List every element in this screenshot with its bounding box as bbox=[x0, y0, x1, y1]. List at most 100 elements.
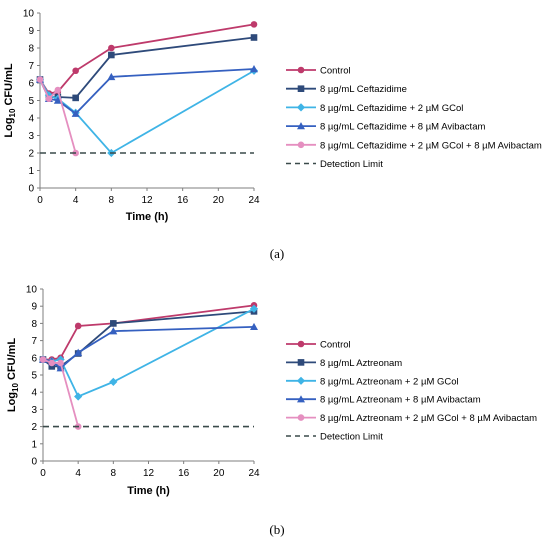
legend-label: 8 µg/mL Aztreonam bbox=[320, 358, 402, 369]
data-point bbox=[250, 65, 258, 73]
legend-entry: 8 µg/mL Aztreonam bbox=[286, 358, 402, 369]
y-axis-label-unit: CFU/mL bbox=[6, 338, 18, 384]
data-point bbox=[74, 392, 83, 401]
data-point bbox=[107, 72, 116, 81]
legend-marker bbox=[297, 122, 305, 130]
data-point bbox=[71, 109, 80, 117]
legend-marker bbox=[297, 66, 305, 74]
legend-label: 8 µg/mL Ceftazidime bbox=[320, 84, 407, 95]
legend-label: Control bbox=[320, 66, 351, 77]
y-tick-label: 9 bbox=[28, 26, 34, 37]
series-line bbox=[42, 307, 255, 398]
legend-marker bbox=[297, 85, 305, 92]
y-tick-label: 8 bbox=[28, 44, 34, 55]
legend-entry: 8 µg/mL Ceftazidime + 8 µM Avibactam bbox=[286, 122, 485, 133]
y-tick-label: 0 bbox=[28, 184, 34, 195]
y-tick-label: 4 bbox=[31, 388, 37, 399]
legend-entry: 8 µg/mL Aztreonam + 2 µM GCol bbox=[286, 376, 459, 387]
y-tick-label: 7 bbox=[31, 336, 37, 347]
y-tick-label: 4 bbox=[28, 114, 34, 125]
legend-label: 8 µg/mL Aztreonam + 2 µM GCol bbox=[320, 376, 459, 387]
y-tick-label: 6 bbox=[31, 353, 37, 364]
data-point bbox=[108, 51, 115, 59]
y-axis-label-unit: CFU/mL bbox=[3, 63, 15, 109]
y-tick-label: 6 bbox=[28, 79, 34, 90]
legend-entry: 8 µg/mL Ceftazidime + 2 µM GCol bbox=[286, 103, 463, 114]
legend-label: 8 µg/mL Aztreonam + 2 µM GCol + 8 µM Avi… bbox=[320, 413, 537, 424]
series-line bbox=[39, 79, 77, 154]
data-point bbox=[110, 320, 117, 327]
x-tick-label: 8 bbox=[109, 195, 115, 206]
x-tick-label: 24 bbox=[248, 468, 260, 479]
x-axis-label: Time (h) bbox=[126, 211, 169, 223]
series-line bbox=[39, 23, 255, 95]
series-line bbox=[39, 69, 255, 155]
legend-entry: 8 µg/mL Aztreonam + 8 µM Avibactam bbox=[286, 395, 481, 406]
data-point bbox=[45, 95, 53, 103]
x-tick-label: 12 bbox=[143, 468, 155, 479]
data-point bbox=[109, 327, 118, 335]
legend-entry: Control bbox=[286, 66, 351, 77]
y-tick-label: 5 bbox=[31, 371, 37, 382]
legend-entry: 8 µg/mL Ceftazidime + 2 µM GCol + 8 µM A… bbox=[286, 140, 542, 151]
y-tick-label: 9 bbox=[31, 302, 37, 313]
data-point bbox=[72, 67, 79, 75]
data-point bbox=[250, 34, 258, 41]
legend-label: 8 µg/mL Ceftazidime + 2 µM GCol bbox=[320, 103, 463, 114]
y-axis-label-subscript: 10 bbox=[8, 108, 17, 117]
data-point bbox=[74, 322, 82, 330]
y-tick-label: 1 bbox=[31, 439, 37, 450]
data-point bbox=[48, 363, 56, 370]
y-tick-label: 2 bbox=[31, 422, 37, 433]
data-point bbox=[53, 96, 62, 104]
y-tick-label: 1 bbox=[28, 166, 34, 177]
legend-label: 8 µg/mL Aztreonam + 8 µM Avibactam bbox=[320, 395, 481, 406]
series-4 bbox=[36, 65, 258, 117]
y-axis-label-main: Log bbox=[3, 117, 15, 137]
x-tick-label: 16 bbox=[177, 195, 189, 206]
x-tick-label: 0 bbox=[40, 468, 46, 479]
data-point bbox=[48, 359, 56, 367]
series-3 bbox=[35, 66, 259, 158]
series-5 bbox=[39, 356, 82, 430]
data-point bbox=[250, 322, 258, 331]
series-5 bbox=[36, 76, 79, 157]
legend-entry: 8 µg/mL Ceftazidime bbox=[286, 84, 407, 95]
data-point bbox=[57, 359, 64, 367]
legend-marker bbox=[296, 376, 306, 385]
y-axis-label-main: Log bbox=[6, 392, 18, 412]
legend-entry: Detection Limit bbox=[286, 159, 383, 170]
panel-label: (b) bbox=[269, 522, 284, 537]
panel-label: (a) bbox=[270, 246, 284, 261]
y-axis-label: Log10 CFU/mL bbox=[6, 338, 20, 413]
series-line bbox=[42, 358, 80, 427]
data-point bbox=[72, 94, 79, 102]
y-tick-label: 10 bbox=[23, 9, 35, 20]
y-tick-label: 3 bbox=[28, 131, 34, 142]
y-tick-label: 5 bbox=[28, 96, 34, 107]
legend-entry: 8 µg/mL Aztreonam + 2 µM GCol + 8 µM Avi… bbox=[286, 413, 537, 424]
legend-marker bbox=[297, 340, 305, 348]
series-line bbox=[42, 310, 255, 368]
y-tick-label: 7 bbox=[28, 61, 34, 72]
series-1 bbox=[36, 21, 258, 97]
series-2 bbox=[39, 308, 258, 370]
y-axis-label: Log10 CFU/mL bbox=[3, 63, 17, 138]
x-tick-label: 4 bbox=[75, 468, 81, 479]
y-tick-label: 10 bbox=[26, 285, 38, 296]
data-point bbox=[109, 377, 118, 386]
data-point bbox=[39, 356, 47, 363]
y-tick-label: 0 bbox=[31, 457, 37, 468]
x-tick-label: 4 bbox=[73, 195, 79, 206]
data-point bbox=[36, 76, 44, 83]
x-tick-label: 0 bbox=[37, 195, 43, 206]
y-axis-label-subscript: 10 bbox=[11, 383, 20, 392]
data-point bbox=[250, 21, 258, 28]
legend-label: Control bbox=[320, 340, 351, 351]
x-tick-label: 20 bbox=[213, 195, 225, 206]
y-tick-label: 2 bbox=[28, 149, 34, 160]
legend-entry: Detection Limit bbox=[286, 432, 383, 443]
legend-marker bbox=[297, 414, 305, 421]
legend-marker bbox=[297, 359, 305, 366]
